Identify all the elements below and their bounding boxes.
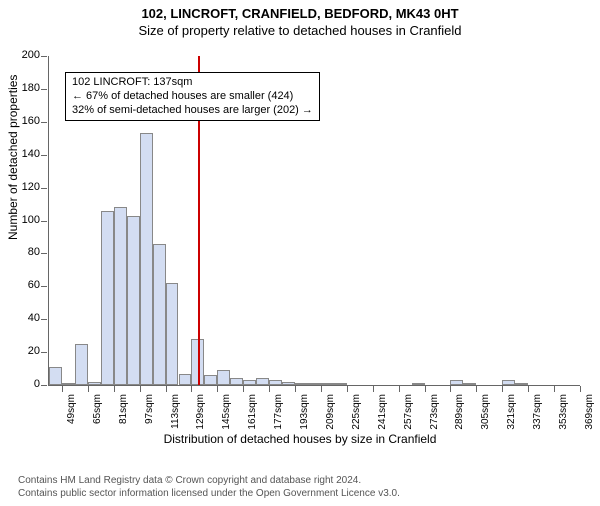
x-tick [166,386,167,392]
chart-container: Number of detached properties 0204060801… [0,50,600,450]
histogram-bar [88,382,101,385]
footer-line-2: Contains public sector information licen… [18,487,400,500]
annotation-box: 102 LINCROFT: 137sqm← 67% of detached ho… [65,72,320,121]
x-tick [269,386,270,392]
y-tick [41,122,47,123]
y-tick [41,319,47,320]
x-tick [502,386,503,392]
y-tick-label: 80 [0,246,40,258]
x-tick [528,386,529,392]
x-tick [321,386,322,392]
histogram-bar [179,374,192,386]
histogram-bar [204,375,217,385]
histogram-bar [295,383,308,385]
x-tick [88,386,89,392]
y-tick [41,253,47,254]
y-tick-label: 0 [0,378,40,390]
histogram-bar [515,383,528,385]
histogram-bar [412,383,425,385]
y-tick-label: 120 [0,181,40,193]
histogram-bar [127,216,140,385]
histogram-bar [153,244,166,385]
x-tick [114,386,115,392]
x-tick [450,386,451,392]
x-tick [243,386,244,392]
annotation-line: 102 LINCROFT: 137sqm [72,76,313,90]
y-tick-label: 20 [0,345,40,357]
y-tick-label: 160 [0,115,40,127]
y-tick [41,352,47,353]
y-tick-label: 40 [0,312,40,324]
x-tick [347,386,348,392]
y-tick-label: 140 [0,148,40,160]
y-tick [41,155,47,156]
address-title: 102, LINCROFT, CRANFIELD, BEDFORD, MK43 … [0,6,600,21]
footer-attribution: Contains HM Land Registry data © Crown c… [18,474,400,500]
y-tick-label: 100 [0,214,40,226]
x-tick [580,386,581,392]
x-tick [217,386,218,392]
y-tick-label: 200 [0,49,40,61]
x-tick [295,386,296,392]
histogram-bar [230,378,243,385]
histogram-bar [502,380,515,385]
histogram-bar [217,370,230,385]
histogram-bar [166,283,179,385]
histogram-bar [114,207,127,385]
x-tick [476,386,477,392]
x-tick [425,386,426,392]
plot-area: 02040608010012014016018020049sqm65sqm81s… [48,56,580,386]
footer-line-1: Contains HM Land Registry data © Crown c… [18,474,400,487]
histogram-bar [49,367,62,385]
histogram-bar [308,383,321,385]
y-tick-label: 180 [0,82,40,94]
x-tick [554,386,555,392]
histogram-bar [75,344,88,385]
histogram-bar [243,380,256,385]
y-tick [41,286,47,287]
histogram-bar [282,382,295,385]
x-tick [140,386,141,392]
y-tick [41,89,47,90]
histogram-bar [140,133,153,385]
annotation-line: ← 67% of detached houses are smaller (42… [72,90,313,104]
x-tick [373,386,374,392]
y-tick [41,56,47,57]
y-tick [41,188,47,189]
histogram-bar [269,380,282,385]
histogram-bar [463,383,476,385]
x-tick [399,386,400,392]
y-tick-label: 60 [0,279,40,291]
histogram-bar [321,383,334,385]
y-tick [41,385,47,386]
y-tick [41,221,47,222]
histogram-bar [256,378,269,385]
annotation-line: 32% of semi-detached houses are larger (… [72,104,313,118]
x-tick [191,386,192,392]
histogram-bar [101,211,114,385]
histogram-bar [62,383,75,385]
histogram-bar [334,383,347,385]
x-axis-label: Distribution of detached houses by size … [0,432,600,446]
x-tick [62,386,63,392]
chart-subtitle: Size of property relative to detached ho… [0,23,600,38]
histogram-bar [450,380,463,385]
